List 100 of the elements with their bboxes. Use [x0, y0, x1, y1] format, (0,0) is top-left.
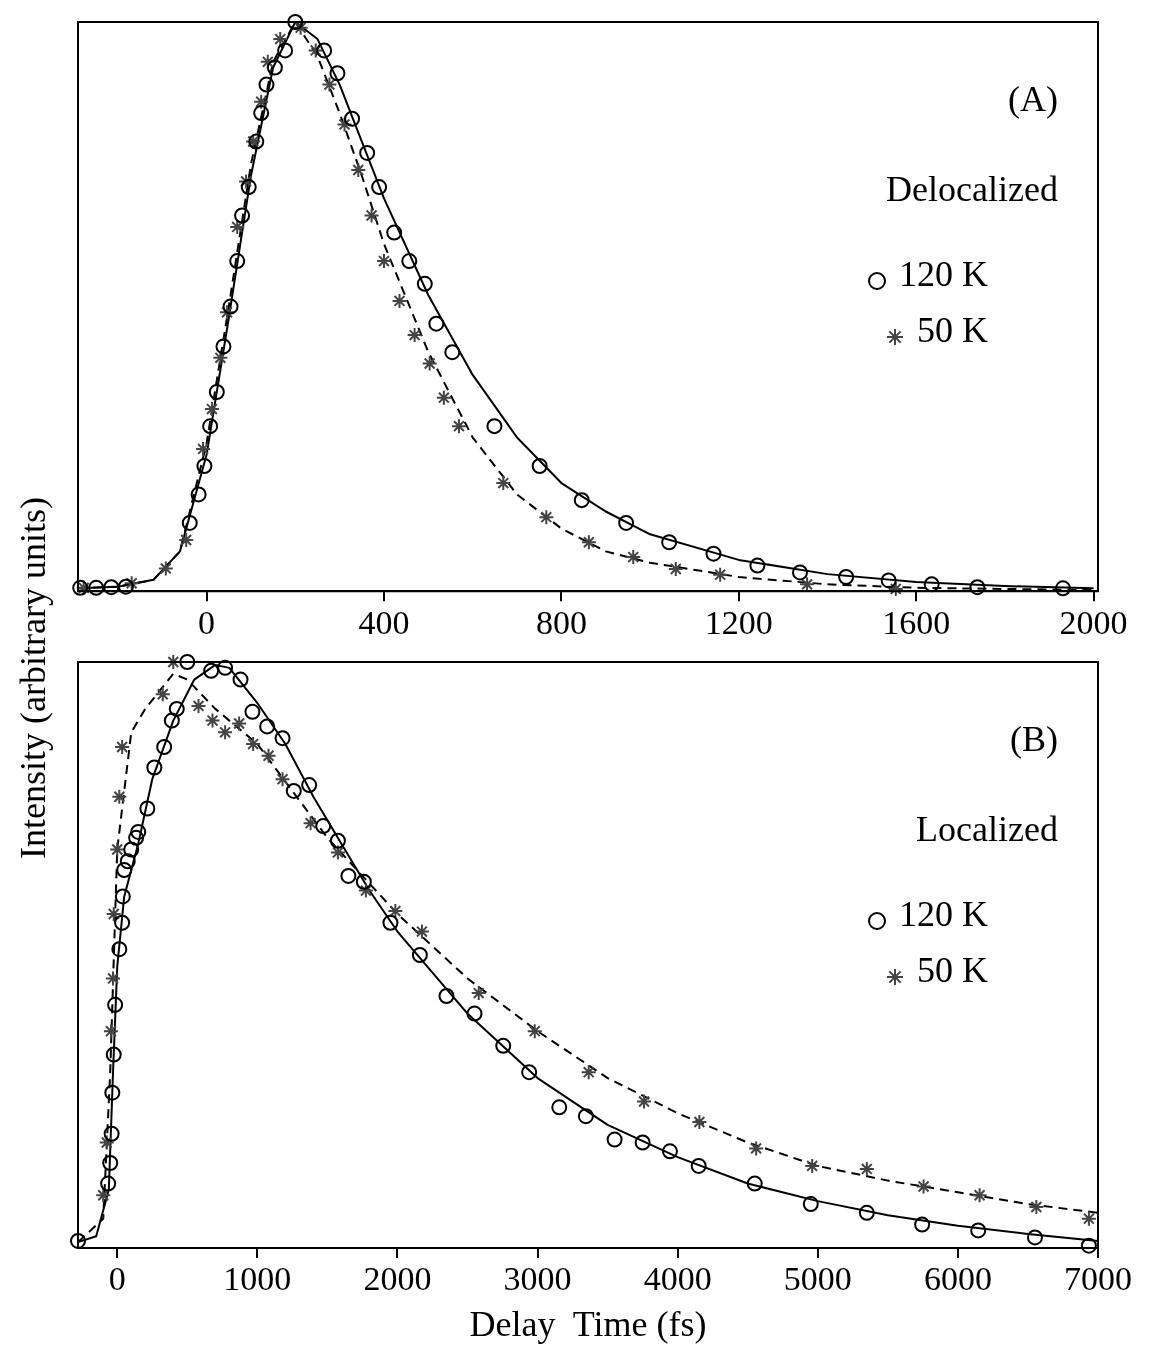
point [915, 1178, 932, 1195]
point [887, 580, 904, 597]
point [329, 65, 346, 82]
point [450, 418, 467, 435]
point [163, 712, 180, 729]
point [371, 179, 388, 196]
point [428, 315, 445, 332]
point [204, 712, 221, 729]
point [387, 903, 404, 920]
point [363, 207, 380, 224]
point [401, 253, 418, 270]
y-axis-title: Intensity (arbitrary units) [12, 497, 54, 859]
point [244, 703, 261, 720]
point [340, 867, 357, 884]
point [1080, 1237, 1097, 1254]
point [804, 1157, 821, 1174]
point [690, 1157, 707, 1174]
point [240, 179, 257, 196]
legend-label: 120 K [899, 894, 988, 935]
point [495, 1037, 512, 1054]
point [923, 576, 940, 593]
point [190, 697, 207, 714]
point [104, 1084, 121, 1101]
point [914, 1216, 931, 1233]
point [667, 561, 684, 577]
point [321, 76, 338, 93]
point [551, 1099, 568, 1116]
x-tick-label: 0 [198, 603, 216, 641]
point [128, 829, 145, 846]
x-axis-title: Delay Time (fs) [469, 1303, 707, 1344]
point [238, 173, 255, 190]
point [466, 1005, 483, 1022]
x-tick-label: 5000 [783, 1260, 852, 1298]
point [208, 383, 225, 400]
point [258, 76, 275, 93]
x-tick-label: 7000 [1064, 1260, 1132, 1298]
point [274, 730, 291, 747]
point [391, 292, 408, 309]
point [123, 575, 140, 592]
point [838, 568, 855, 585]
point [531, 457, 548, 474]
point [219, 304, 236, 321]
point [105, 970, 122, 987]
point [526, 1023, 543, 1040]
point [791, 564, 808, 581]
point [103, 579, 120, 596]
point [435, 389, 452, 406]
point [102, 1023, 119, 1040]
point [168, 700, 185, 717]
point [691, 1114, 708, 1131]
point [316, 42, 333, 59]
point [88, 579, 105, 596]
point [114, 914, 131, 931]
point [329, 832, 346, 849]
legend-title: Delocalized [886, 169, 1058, 210]
point [802, 1196, 819, 1213]
point [231, 715, 248, 732]
annotation: (A) [1008, 79, 1058, 120]
point [438, 988, 455, 1005]
point [202, 418, 219, 435]
point [203, 401, 220, 418]
annotation: (B) [1010, 719, 1058, 760]
point [109, 841, 126, 858]
point [359, 144, 376, 161]
point [746, 1175, 763, 1192]
point [355, 873, 372, 890]
point [444, 344, 461, 361]
point [111, 788, 128, 805]
point [406, 327, 423, 344]
point [253, 105, 270, 122]
point [661, 534, 678, 551]
point [1026, 1229, 1043, 1246]
point [156, 738, 173, 755]
point [222, 298, 239, 315]
x-tick-label: 800 [535, 603, 587, 641]
point [212, 349, 229, 366]
point [274, 771, 291, 788]
point [178, 531, 195, 548]
point [229, 218, 246, 235]
point [336, 116, 353, 133]
point [245, 736, 262, 753]
point [107, 996, 124, 1013]
point [119, 853, 136, 870]
point [70, 1232, 86, 1249]
point [116, 862, 133, 879]
x-tick-label: 2000 [1059, 603, 1128, 641]
point [253, 93, 270, 110]
point [573, 492, 590, 509]
point [411, 947, 428, 963]
point [102, 1155, 119, 1172]
point [350, 161, 367, 178]
point [580, 1064, 597, 1081]
point [748, 1140, 765, 1157]
point [486, 418, 503, 435]
point [114, 738, 131, 755]
point [130, 823, 147, 840]
point [272, 31, 289, 48]
point [100, 1175, 117, 1192]
point [277, 42, 294, 59]
point [157, 560, 174, 577]
